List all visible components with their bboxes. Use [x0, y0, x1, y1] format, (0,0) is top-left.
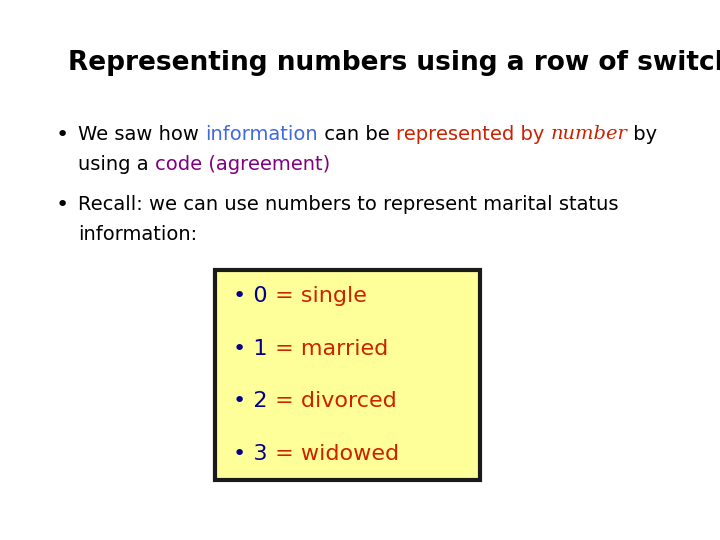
Text: •: • — [56, 125, 69, 145]
Text: = divorced: = divorced — [268, 392, 396, 411]
Text: • 1: • 1 — [233, 339, 268, 359]
FancyBboxPatch shape — [215, 270, 480, 480]
Text: • 2: • 2 — [233, 392, 268, 411]
Text: Representing numbers using a row of switches: Representing numbers using a row of swit… — [68, 50, 720, 76]
Text: information:: information: — [78, 225, 197, 244]
Text: by: by — [627, 125, 657, 144]
Text: number: number — [550, 125, 627, 143]
Text: = widowed: = widowed — [268, 444, 399, 464]
Text: represented by: represented by — [396, 125, 550, 144]
Text: We saw how: We saw how — [78, 125, 205, 144]
Text: = married: = married — [268, 339, 388, 359]
Text: • 0: • 0 — [233, 286, 268, 306]
Text: information: information — [205, 125, 318, 144]
Text: can be: can be — [318, 125, 396, 144]
Text: code (agreement): code (agreement) — [155, 155, 330, 174]
Text: = single: = single — [268, 286, 366, 306]
Text: Recall: we can use numbers to represent marital status: Recall: we can use numbers to represent … — [78, 195, 618, 214]
Text: • 3: • 3 — [233, 444, 268, 464]
Text: •: • — [56, 195, 69, 215]
Text: using a: using a — [78, 155, 155, 174]
